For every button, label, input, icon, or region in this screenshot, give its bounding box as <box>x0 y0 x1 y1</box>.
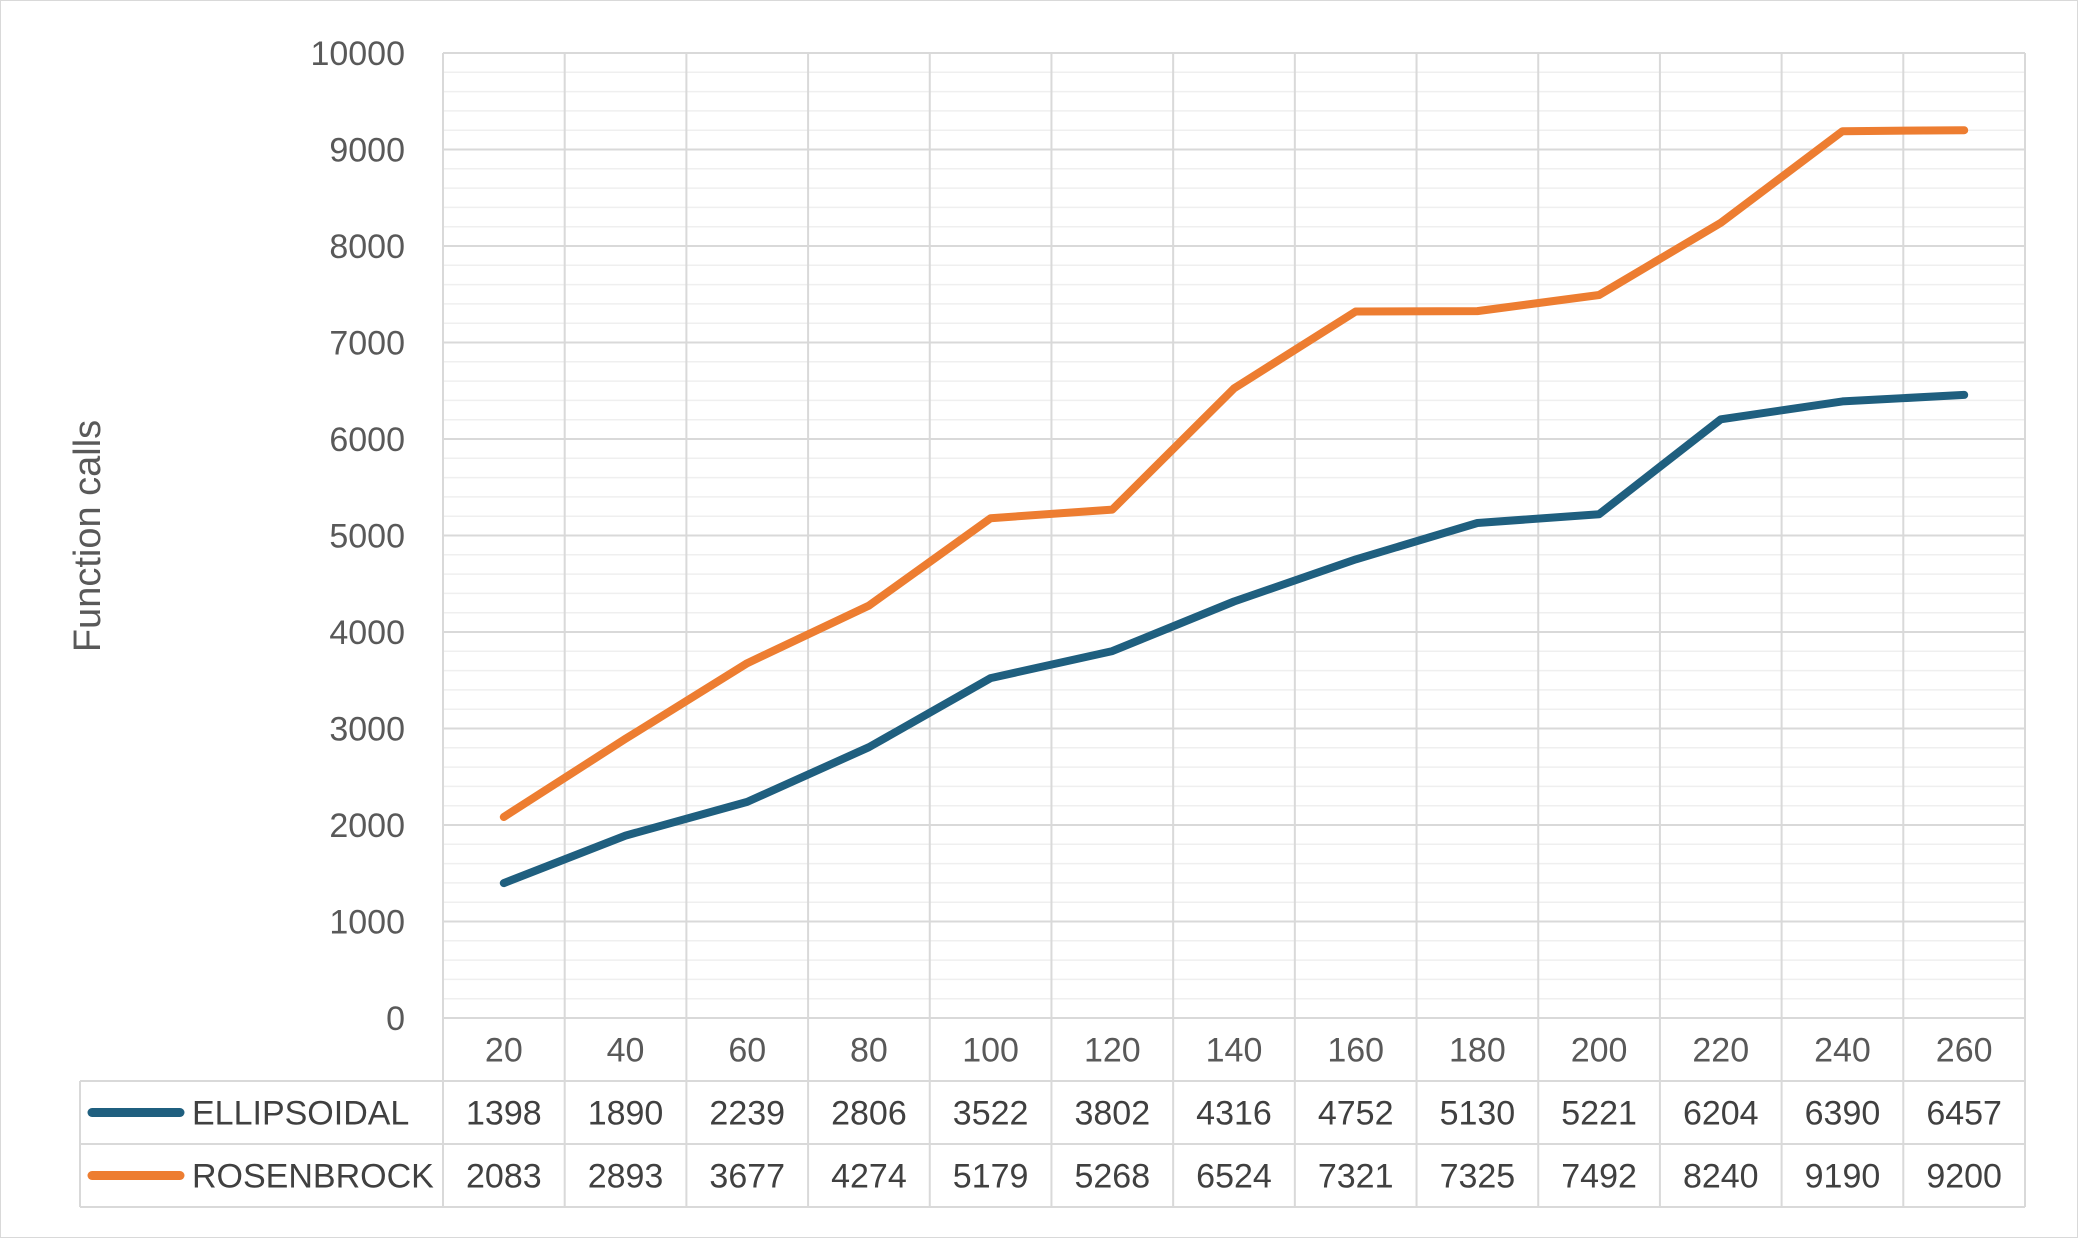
x-tick-label: 200 <box>1571 1032 1628 1070</box>
data-label: 8240 <box>1683 1158 1759 1196</box>
data-label: 2893 <box>588 1158 664 1196</box>
y-tick-label: 7000 <box>329 325 405 363</box>
data-label: 3802 <box>1074 1095 1150 1133</box>
x-tick-label: 120 <box>1084 1032 1141 1070</box>
data-label: 5221 <box>1561 1095 1637 1133</box>
data-label: 5268 <box>1074 1158 1150 1196</box>
data-label: 6390 <box>1805 1095 1881 1133</box>
data-label: 1890 <box>588 1095 664 1133</box>
x-tick-label: 20 <box>485 1032 523 1070</box>
data-label: 3522 <box>953 1095 1029 1133</box>
x-tick-label: 60 <box>728 1032 766 1070</box>
y-tick-label: 0 <box>386 1000 405 1038</box>
data-label: 9190 <box>1805 1158 1881 1196</box>
x-tick-label: 160 <box>1327 1032 1384 1070</box>
legend-label: ELLIPSOIDAL <box>192 1095 409 1133</box>
y-tick-label: 4000 <box>329 614 405 652</box>
x-tick-label: 180 <box>1449 1032 1506 1070</box>
x-tick-label: 260 <box>1936 1032 1993 1070</box>
data-label: 7325 <box>1440 1158 1516 1196</box>
data-label: 9200 <box>1926 1158 2002 1196</box>
y-tick-label: 5000 <box>329 518 405 556</box>
data-label: 5179 <box>953 1158 1029 1196</box>
data-label: 6204 <box>1683 1095 1759 1133</box>
data-label: 6457 <box>1926 1095 2002 1133</box>
legend-label: ROSENBROCK <box>192 1158 434 1196</box>
series-line-ellipsoidal <box>499 390 1969 888</box>
x-tick-label: 100 <box>962 1032 1019 1070</box>
data-label: 4752 <box>1318 1095 1394 1133</box>
data-label: 7492 <box>1561 1158 1637 1196</box>
y-tick-label: 3000 <box>329 711 405 749</box>
data-label: 6524 <box>1196 1158 1272 1196</box>
data-label: 5130 <box>1440 1095 1516 1133</box>
data-label: 4316 <box>1196 1095 1272 1133</box>
data-label: 3677 <box>709 1158 785 1196</box>
x-tick-label: 80 <box>850 1032 888 1070</box>
data-label: 7321 <box>1318 1158 1394 1196</box>
y-tick-label: 2000 <box>329 807 405 845</box>
x-tick-label: 40 <box>607 1032 645 1070</box>
data-label: 2083 <box>466 1158 542 1196</box>
data-label: 2239 <box>709 1095 785 1133</box>
x-tick-label: 140 <box>1206 1032 1263 1070</box>
x-tick-label: 220 <box>1692 1032 1749 1070</box>
y-tick-label: 9000 <box>329 132 405 170</box>
series-line-rosenbrock <box>499 126 1969 821</box>
y-tick-label: 6000 <box>329 421 405 459</box>
y-tick-label: 8000 <box>329 228 405 266</box>
y-axis-label: Function calls <box>67 420 109 652</box>
data-label: 4274 <box>831 1158 907 1196</box>
y-tick-label: 10000 <box>310 35 405 73</box>
data-label: 2806 <box>831 1095 907 1133</box>
data-label: 1398 <box>466 1095 542 1133</box>
x-tick-label: 240 <box>1814 1032 1871 1070</box>
y-tick-label: 1000 <box>329 904 405 942</box>
